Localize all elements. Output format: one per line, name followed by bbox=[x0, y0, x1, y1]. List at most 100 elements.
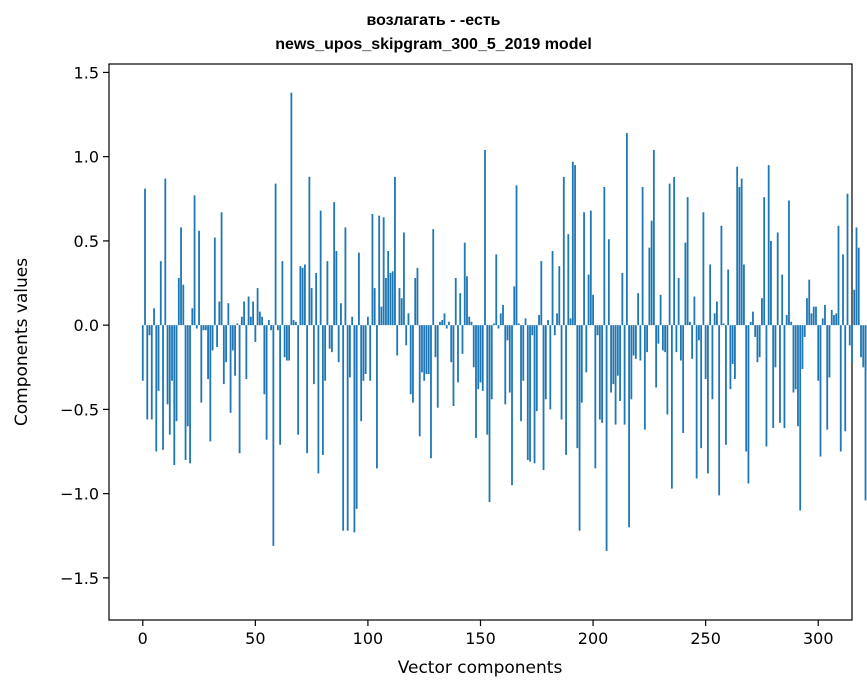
bar-285 bbox=[783, 325, 786, 428]
bar-68 bbox=[294, 321, 297, 326]
bar-62 bbox=[281, 261, 284, 326]
bar-28 bbox=[204, 325, 207, 331]
bar-138 bbox=[452, 325, 455, 407]
bar-38 bbox=[227, 303, 230, 326]
bar-251 bbox=[707, 325, 709, 474]
bar-90 bbox=[344, 227, 347, 326]
bar-15 bbox=[175, 325, 178, 422]
bar-256 bbox=[718, 325, 721, 496]
bar-185 bbox=[558, 266, 561, 326]
bar-115 bbox=[400, 298, 403, 326]
bar-320 bbox=[862, 325, 865, 368]
bar-301 bbox=[819, 325, 822, 457]
bar-92 bbox=[349, 325, 351, 378]
bar-111 bbox=[391, 271, 394, 326]
bar-166 bbox=[515, 185, 518, 326]
bar-178 bbox=[542, 325, 545, 471]
bar-228 bbox=[655, 325, 658, 388]
bar-128 bbox=[430, 325, 432, 459]
bar-160 bbox=[502, 304, 504, 326]
bar-133 bbox=[441, 320, 444, 326]
bar-102 bbox=[371, 213, 374, 326]
bar-142 bbox=[461, 325, 464, 354]
bar-118 bbox=[407, 313, 410, 326]
bar-26 bbox=[200, 325, 203, 403]
bar-223 bbox=[643, 325, 646, 430]
bar-34 bbox=[218, 301, 221, 326]
bar-273 bbox=[756, 325, 759, 363]
bar-188 bbox=[565, 325, 567, 455]
x-tick-label: 250 bbox=[690, 629, 721, 648]
bar-191 bbox=[571, 161, 574, 326]
bar-232 bbox=[664, 325, 667, 353]
bar-53 bbox=[261, 316, 263, 326]
bar-12 bbox=[168, 325, 171, 435]
bar-61 bbox=[279, 325, 282, 445]
bar-214 bbox=[623, 325, 626, 425]
bar-279 bbox=[770, 240, 772, 326]
bar-255 bbox=[716, 301, 718, 326]
bar-181 bbox=[549, 325, 552, 410]
bar-157 bbox=[495, 254, 498, 326]
bar-149 bbox=[477, 325, 480, 390]
bar-127 bbox=[427, 325, 430, 375]
x-tick-label: 0 bbox=[138, 629, 148, 648]
bar-308 bbox=[835, 313, 838, 326]
bar-300 bbox=[817, 325, 820, 381]
bar-231 bbox=[661, 325, 664, 351]
y-tick-label: −1.0 bbox=[60, 485, 99, 504]
bar-9 bbox=[162, 325, 164, 450]
bar-261 bbox=[729, 325, 732, 390]
bar-215 bbox=[625, 133, 628, 326]
bar-199 bbox=[589, 210, 592, 326]
bar-238 bbox=[677, 277, 680, 326]
bar-136 bbox=[448, 321, 450, 326]
bar-192 bbox=[574, 165, 576, 326]
bar-194 bbox=[578, 325, 581, 531]
bar-230 bbox=[659, 294, 662, 326]
bar-182 bbox=[551, 251, 554, 326]
bar-293 bbox=[801, 325, 804, 369]
bar-143 bbox=[463, 242, 466, 326]
bar-205 bbox=[603, 186, 606, 326]
bar-129 bbox=[432, 229, 435, 326]
bar-155 bbox=[490, 325, 493, 400]
bar-109 bbox=[387, 251, 390, 326]
bar-17 bbox=[180, 227, 182, 326]
bar-307 bbox=[833, 315, 835, 326]
bar-177 bbox=[540, 261, 543, 326]
bar-71 bbox=[301, 267, 304, 326]
bar-42 bbox=[236, 323, 239, 326]
bar-4 bbox=[150, 325, 153, 420]
bar-242 bbox=[686, 197, 689, 326]
bar-101 bbox=[369, 325, 372, 381]
bar-108 bbox=[385, 277, 387, 326]
bar-259 bbox=[725, 325, 727, 445]
bar-148 bbox=[475, 325, 477, 439]
bar-254 bbox=[713, 313, 716, 326]
bar-240 bbox=[682, 325, 685, 433]
bar-292 bbox=[799, 325, 802, 511]
bar-298 bbox=[812, 306, 815, 326]
bar-29 bbox=[207, 325, 209, 380]
bar-51 bbox=[256, 288, 259, 326]
bar-218 bbox=[632, 325, 635, 356]
bar-189 bbox=[567, 234, 570, 326]
bar-247 bbox=[698, 325, 700, 341]
x-tick-label: 150 bbox=[465, 629, 496, 648]
bar-99 bbox=[364, 325, 367, 375]
bar-302 bbox=[821, 318, 824, 326]
bar-168 bbox=[520, 325, 522, 422]
bar-267 bbox=[743, 264, 745, 326]
bar-163 bbox=[508, 325, 511, 393]
bar-41 bbox=[234, 325, 236, 376]
bar-120 bbox=[412, 325, 414, 403]
bar-77 bbox=[315, 272, 318, 326]
bar-130 bbox=[434, 325, 437, 358]
bar-43 bbox=[238, 325, 241, 454]
bar-264 bbox=[736, 166, 739, 326]
bar-220 bbox=[637, 293, 640, 326]
bar-56 bbox=[267, 320, 270, 326]
bar-85 bbox=[333, 202, 336, 326]
bar-175 bbox=[535, 325, 538, 412]
